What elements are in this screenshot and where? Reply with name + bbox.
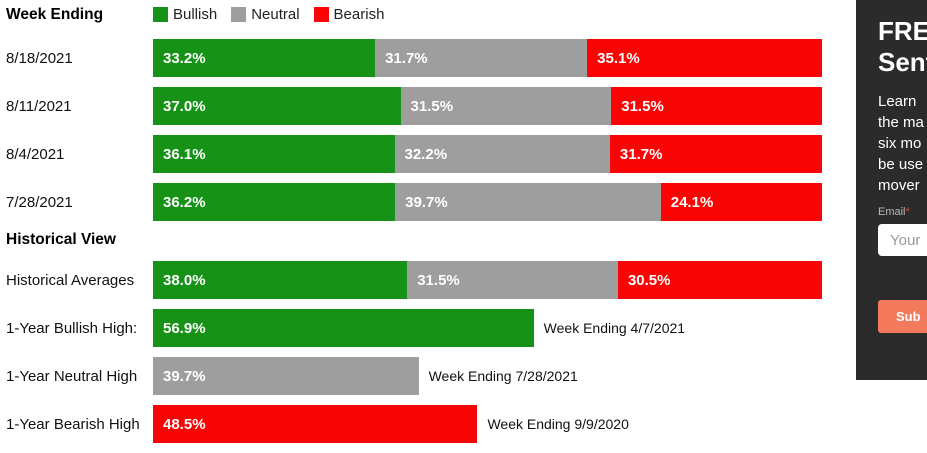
legend-swatch-neutral — [231, 7, 247, 22]
segment-value-label: 32.2% — [404, 145, 448, 163]
segment-value-label: 38.0% — [163, 271, 206, 289]
row-label: 1-Year Bullish High: — [6, 319, 138, 337]
bar-annotation: Week Ending 4/7/2021 — [543, 320, 686, 336]
legend-label: Bearish — [333, 6, 385, 23]
bar-segment-neutral: 31.5% — [407, 261, 618, 299]
panel-title-line-1: FRE — [878, 16, 927, 46]
chart-header: Week Ending Bullish Neutral Bearish — [6, 6, 855, 39]
row-label: 1-Year Neutral High — [6, 367, 138, 385]
historical-view-title: Historical View — [6, 231, 116, 248]
weekly-rows: 8/18/2021 33.2% 31.7% 35.1% 8/11/2021 37.0% 31… — [6, 39, 855, 221]
bar-track: 36.2% 39.7% 24.1% — [153, 183, 822, 221]
legend-item-bullish: Bullish — [153, 6, 217, 23]
chart-row: 8/18/2021 33.2% 31.7% 35.1% — [6, 39, 855, 77]
bar-track: 48.5% Week Ending 9/9/2020 — [153, 405, 822, 443]
legend-swatch-bearish — [313, 7, 329, 22]
bar-track: 38.0% 31.5% 30.5% — [153, 261, 822, 299]
panel-description-line: six mo — [878, 135, 922, 153]
row-label: 7/28/2021 — [6, 193, 73, 211]
chart-row: Historical Averages 38.0% 31.5% 30.5% — [6, 261, 855, 299]
bar-segment-bearish: 31.5% — [611, 87, 822, 125]
panel-description: Learn the ma six mo be use mover — [878, 91, 927, 196]
row-label: 8/11/2021 — [6, 97, 72, 115]
legend-item-neutral: Neutral — [231, 6, 300, 23]
row-label: Historical Averages — [6, 271, 135, 289]
bar-segment-bullish: 56.9% — [153, 309, 534, 347]
segment-value-label: 31.5% — [621, 97, 664, 115]
segment-value-label: 39.7% — [405, 193, 448, 211]
segment-value-label: 36.2% — [163, 193, 206, 211]
legend-label: Neutral — [251, 6, 300, 23]
segment-value-label: 33.2% — [163, 49, 206, 67]
bar-segment-bearish: 24.1% — [660, 183, 822, 221]
chart-row: 8/4/2021 36.1% 32.2% 31.7% — [6, 135, 855, 173]
bar-segment-bullish: 37.0% — [153, 87, 401, 125]
newsletter-signup-panel: FRE Sent Learn the ma six mo be use mover Em… — [856, 0, 927, 380]
bar-track: 39.7% Week Ending 7/28/2021 — [153, 357, 822, 395]
email-input[interactable] — [878, 224, 927, 257]
segment-value-label: 31.5% — [417, 271, 460, 289]
bar-segment-neutral: 39.7% — [153, 357, 419, 395]
segment-value-label: 35.1% — [597, 49, 640, 67]
segment-value-label: 24.1% — [670, 193, 714, 211]
bar-segment-bullish: 36.1% — [153, 135, 395, 173]
panel-description-line: Learn — [878, 93, 917, 111]
bar-segment-bearish: 30.5% — [617, 261, 822, 299]
segment-value-label: 30.5% — [627, 271, 671, 289]
chart-row: 1-Year Bearish High 48.5% Week Ending 9/9/… — [6, 405, 855, 443]
bar-track: 56.9% Week Ending 4/7/2021 — [153, 309, 822, 347]
panel-title: FRE Sent — [878, 16, 927, 77]
week-ending-title: Week Ending — [6, 6, 104, 23]
legend-label: Bullish — [173, 6, 218, 23]
email-label: Email* — [878, 206, 927, 218]
row-label: 1-Year Bearish High — [6, 415, 140, 433]
row-label: 8/18/2021 — [6, 49, 73, 67]
legend-item-bearish: Bearish — [313, 6, 385, 23]
bar-annotation: Week Ending 9/9/2020 — [487, 416, 629, 432]
bar-segment-bullish: 33.2% — [153, 39, 376, 77]
legend-swatch-bullish — [153, 7, 168, 22]
bar-segment-bullish: 38.0% — [153, 261, 408, 299]
bar-segment-bearish: 35.1% — [587, 39, 822, 77]
bar-track: 33.2% 31.7% 35.1% — [153, 39, 822, 77]
bar-segment-neutral: 32.2% — [394, 135, 610, 173]
segment-value-label: 36.1% — [163, 145, 206, 163]
panel-description-line: be use — [878, 156, 924, 174]
bar-segment-bearish: 31.7% — [609, 135, 822, 173]
segment-value-label: 56.9% — [163, 319, 206, 337]
bar-segment-neutral: 31.5% — [400, 87, 612, 125]
submit-button[interactable]: Sub — [878, 300, 927, 334]
segment-value-label: 31.5% — [410, 97, 454, 115]
email-label-text: Email — [878, 206, 906, 219]
panel-title-line-2: Sent — [878, 46, 927, 77]
row-label: 8/4/2021 — [6, 145, 65, 163]
bar-track: 37.0% 31.5% 31.5% — [153, 87, 822, 125]
segment-value-label: 31.7% — [619, 145, 663, 163]
bar-segment-neutral: 39.7% — [395, 183, 661, 221]
segment-value-label: 39.7% — [163, 367, 206, 385]
segment-value-label: 31.7% — [385, 49, 428, 67]
sentiment-chart: Week Ending Bullish Neutral Bearish 8/18/2… — [6, 6, 855, 443]
bar-segment-bearish: 48.5% — [153, 405, 478, 443]
chart-legend: Bullish Neutral Bearish — [153, 6, 384, 23]
chart-row: 1-Year Bullish High: 56.9% Week Ending 4/7… — [6, 309, 855, 347]
bar-annotation: Week Ending 7/28/2021 — [428, 368, 578, 384]
bar-segment-neutral: 31.7% — [375, 39, 588, 77]
chart-row: 7/28/2021 36.2% 39.7% 24.1% — [6, 183, 855, 221]
bar-track: 36.1% 32.2% 31.7% — [153, 135, 822, 173]
panel-description-line: mover — [878, 177, 920, 195]
chart-row: 1-Year Neutral High 39.7% Week Ending 7/28… — [6, 357, 855, 395]
historical-rows: Historical Averages 38.0% 31.5% 30.5% 1-Year… — [6, 261, 855, 443]
bar-segment-bullish: 36.2% — [153, 183, 396, 221]
required-asterisk: * — [905, 206, 910, 219]
panel-description-line: the ma — [878, 114, 924, 132]
chart-row: 8/11/2021 37.0% 31.5% 31.5% — [6, 87, 855, 125]
segment-value-label: 48.5% — [163, 415, 206, 433]
segment-value-label: 37.0% — [163, 97, 206, 115]
